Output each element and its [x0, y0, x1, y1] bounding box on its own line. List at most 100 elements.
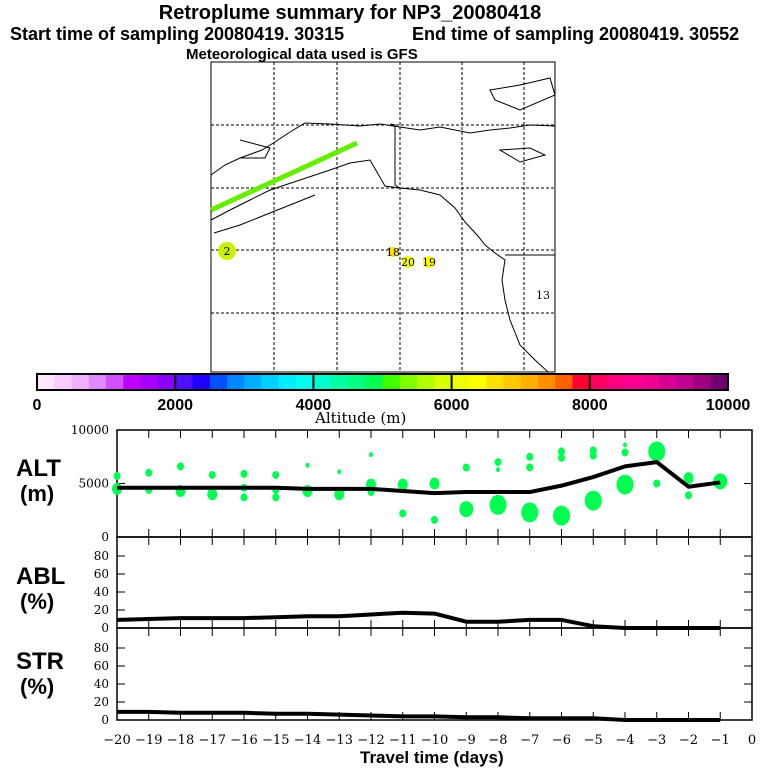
altitude-dot [521, 502, 539, 523]
altitude-dot [208, 470, 216, 479]
colorbar-title: Altitude (m) [315, 409, 407, 427]
x-tick-label: −9 [457, 733, 476, 748]
altitude-dot [207, 488, 218, 501]
colorbar-swatch [209, 374, 228, 390]
colorbar-swatch [88, 374, 107, 390]
colorbar-swatch [365, 374, 383, 390]
altitude-dot [621, 448, 629, 457]
colorbar-swatch [434, 374, 453, 390]
y-tick-label: 40 [94, 585, 109, 599]
figure-title: Retroplume summary for NP3_20080418 [158, 2, 542, 24]
colorbar-swatch [589, 374, 608, 390]
colorbar-swatch [520, 374, 539, 390]
colorbar-tick-label: 10000 [706, 397, 751, 414]
x-tick-label: −4 [615, 733, 634, 748]
cluster-label: 18 [386, 246, 400, 259]
altitude-dot [334, 488, 345, 501]
altitude-dot [489, 494, 507, 515]
colorbar-swatch [227, 374, 245, 390]
colorbar-tick-label: 8000 [572, 397, 608, 414]
y-tick-label: 80 [94, 549, 109, 563]
colorbar-swatch [347, 374, 366, 390]
y-tick-label: 5000 [78, 477, 109, 491]
colorbar-swatch [106, 374, 124, 390]
altitude-dot [431, 515, 438, 524]
colorbar-swatch [140, 374, 159, 390]
colorbar-swatch [641, 374, 660, 390]
altitude-dot [459, 501, 474, 518]
altitude-dot [494, 458, 502, 467]
colorbar-frame [36, 373, 729, 391]
colorbar-tick-label: 4000 [296, 397, 332, 414]
x-tick-label: 0 [748, 733, 756, 748]
y-tick-label: 0 [101, 713, 109, 727]
colorbar-swatch [555, 374, 574, 390]
start-time: Start time of sampling 20080419. 30315 [10, 24, 345, 44]
cluster-label: 20 [401, 256, 415, 269]
map-frame [210, 61, 556, 373]
colorbar-swatch [296, 374, 314, 390]
cluster-label: 13 [536, 289, 550, 302]
colorbar-swatch [157, 374, 176, 390]
x-tick-label: −7 [520, 733, 539, 748]
colorbar-swatch [399, 374, 418, 390]
colorbar-swatch [71, 374, 90, 390]
altitude-dot [337, 469, 342, 475]
colorbar-tick-label: 0 [33, 397, 42, 414]
y-tick-label: 0 [101, 530, 109, 544]
y-tick-label: 0 [101, 621, 109, 635]
x-tick-label: −20 [103, 733, 130, 748]
y-tick-label: 40 [94, 677, 109, 691]
cluster-marker [218, 242, 236, 260]
altitude-dot [623, 442, 627, 448]
coastline [239, 139, 271, 159]
x-tick-label: −19 [135, 733, 162, 748]
altitude-dot [685, 491, 692, 500]
alt-ylabel: ALT [16, 455, 61, 482]
coastline [210, 122, 556, 176]
x-tick-label: −16 [230, 733, 257, 748]
alt-yunit: (m) [20, 481, 55, 506]
colorbar-swatch [537, 374, 556, 390]
altitude-dot [648, 441, 666, 462]
cluster-marker [423, 256, 435, 268]
cluster-marker [402, 256, 414, 268]
y-tick-label: 10000 [71, 423, 109, 437]
altitude-dot [397, 478, 408, 491]
x-tick-label: −10 [421, 733, 448, 748]
colorbar-tick-label: 2000 [157, 397, 193, 414]
x-tick-label: −14 [294, 733, 321, 748]
colorbar-swatch [607, 374, 625, 390]
str-line [117, 709, 721, 722]
colorbar-swatch [175, 374, 193, 390]
colorbar-swatch [54, 374, 73, 390]
colorbar-tick-label: 6000 [434, 397, 470, 414]
coastline [213, 194, 316, 234]
altitude-dot [589, 451, 597, 460]
colorbar-swatch [710, 374, 729, 390]
altitude-dot [145, 468, 153, 477]
coastline [389, 123, 401, 189]
colorbar-swatch [123, 374, 142, 390]
x-tick-label: −15 [262, 733, 289, 748]
colorbar-swatch [676, 374, 694, 390]
colorbar-swatch [451, 374, 470, 390]
altitude-dot [683, 472, 694, 485]
colorbar-swatch [278, 374, 297, 390]
abl-yunit: (%) [20, 589, 55, 614]
altitude-dot [558, 447, 565, 456]
colorbar-swatch [693, 374, 712, 390]
x-tick-label: −2 [679, 733, 698, 748]
colorbar-swatch [658, 374, 677, 390]
altitude-dot [399, 509, 407, 518]
cluster-label: 19 [422, 256, 436, 269]
plume-centroid-track [209, 140, 359, 213]
y-tick-label: 20 [94, 695, 109, 709]
alt-line [117, 460, 721, 496]
altitude-dot [526, 452, 534, 461]
abl-line [116, 610, 721, 630]
altitude-dot [272, 493, 280, 502]
altitude-dot [272, 470, 280, 479]
altitude-dot [305, 462, 310, 468]
